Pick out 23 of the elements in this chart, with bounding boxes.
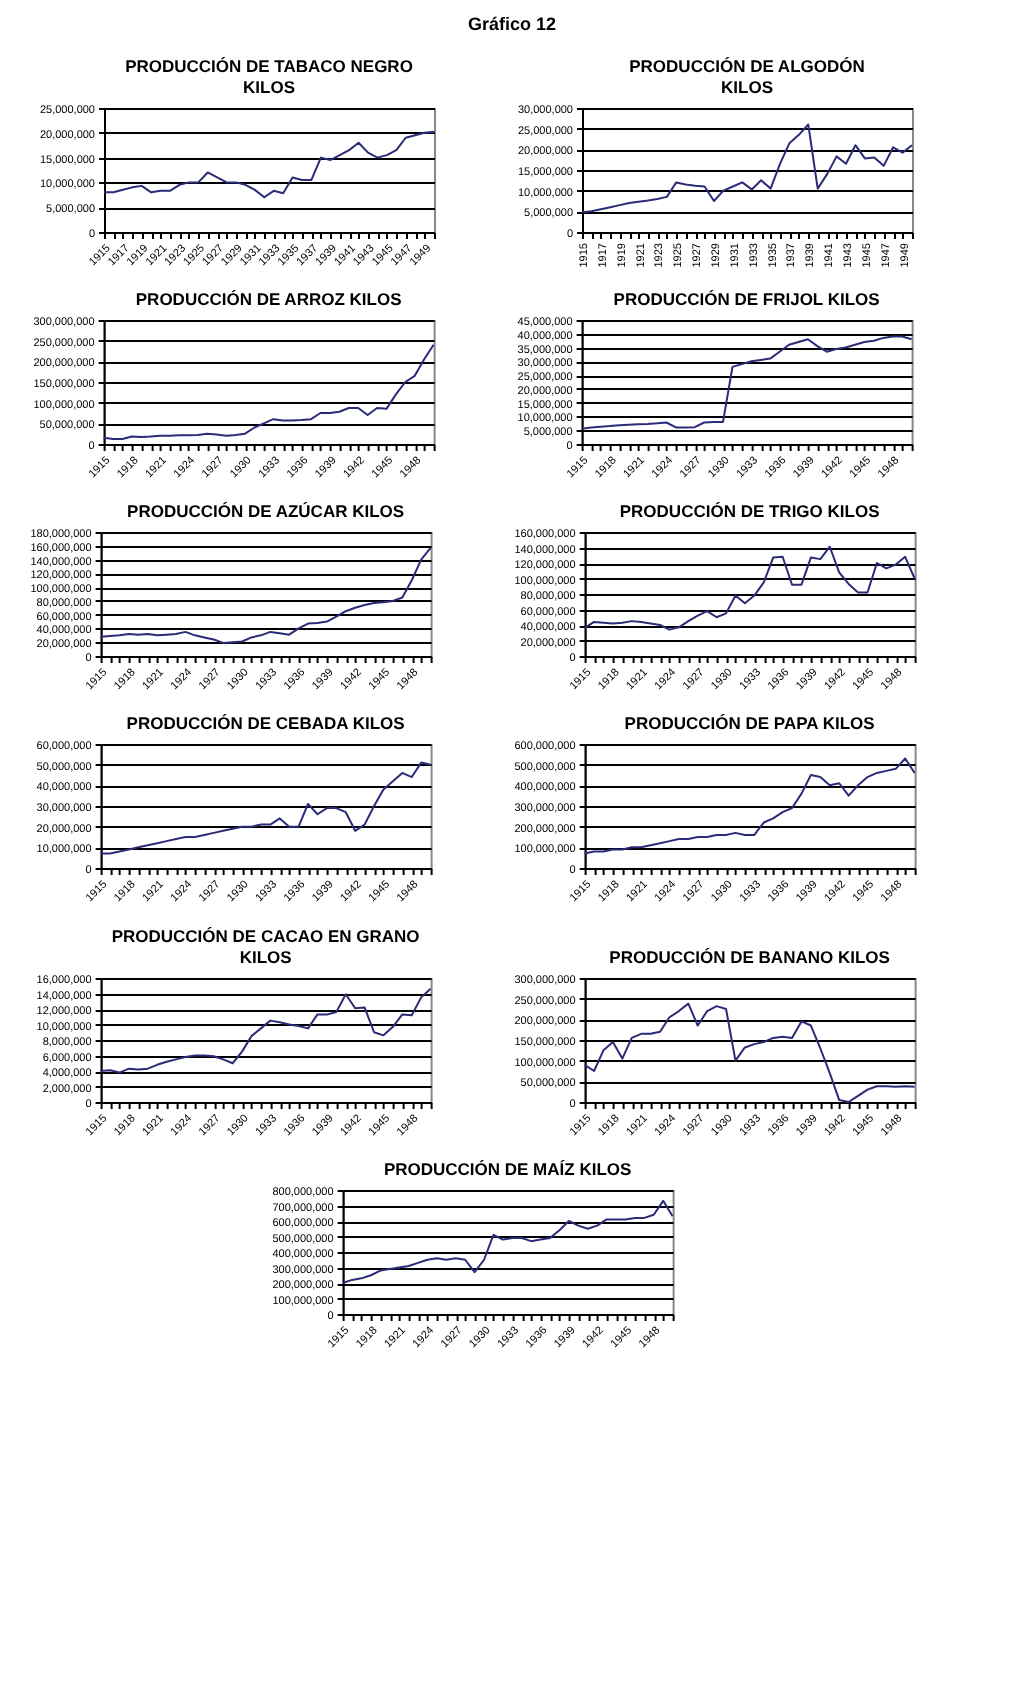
line-series xyxy=(102,343,435,441)
chart-title: PRODUCCIÓN DE CEBADA KILOS xyxy=(126,713,406,733)
chart-title: PRODUCCIÓN DE ALGODÓN KILOS xyxy=(629,56,865,97)
line-series xyxy=(583,757,916,855)
line-series xyxy=(583,545,916,631)
chart-title: PRODUCCIÓN DE TRIGO KILOS xyxy=(619,501,881,521)
chart-title: PRODUCCIÓN DE CACAO EN GRANO KILOS xyxy=(111,926,421,967)
chart-title: PRODUCCIÓN DE FRIJOL KILOS xyxy=(613,289,881,309)
chart-title: PRODUCCIÓN DE TABACO NEGRO KILOS xyxy=(125,56,414,97)
chart-title: PRODUCCIÓN DE PAPA KILOS xyxy=(624,713,876,733)
text: Gráfico 12 xyxy=(467,14,557,34)
chart-title: PRODUCCIÓN DE ARROZ KILOS xyxy=(135,289,403,309)
line-series xyxy=(580,335,913,430)
line-series xyxy=(99,761,432,855)
line-series xyxy=(99,546,432,644)
line-series xyxy=(583,1002,916,1103)
line-series xyxy=(341,1199,674,1284)
line-series xyxy=(581,123,913,214)
chart-title: PRODUCCIÓN DE BANANO KILOS xyxy=(609,947,891,967)
chart-title: PRODUCCIÓN DE AZÚCAR KILOS xyxy=(127,501,405,521)
chart-title: PRODUCCIÓN DE MAÍZ KILOS xyxy=(383,1159,632,1179)
line-series xyxy=(103,130,435,199)
line-series xyxy=(99,987,432,1074)
